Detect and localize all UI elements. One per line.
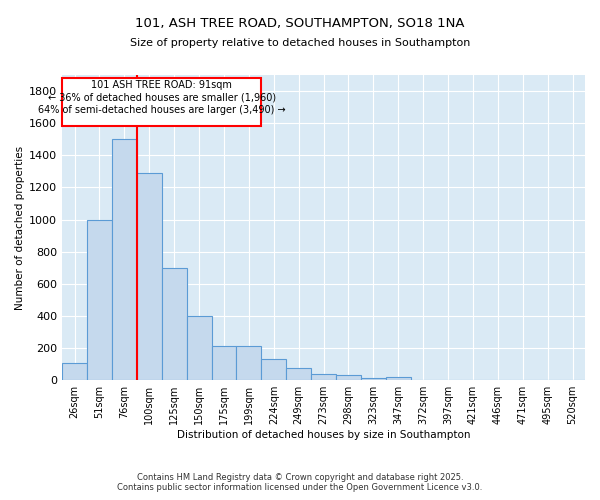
Bar: [187, 316, 212, 380]
Text: Contains HM Land Registry data © Crown copyright and database right 2025.
Contai: Contains HM Land Registry data © Crown c…: [118, 473, 482, 492]
Y-axis label: Number of detached properties: Number of detached properties: [15, 146, 25, 310]
Bar: [162, 268, 187, 380]
Bar: [236, 346, 262, 380]
Text: 101 ASH TREE ROAD: 91sqm: 101 ASH TREE ROAD: 91sqm: [91, 80, 232, 90]
Bar: [62, 362, 87, 380]
Text: ← 36% of detached houses are smaller (1,960): ← 36% of detached houses are smaller (1,…: [47, 92, 276, 102]
Bar: [87, 220, 112, 380]
Bar: [137, 173, 162, 380]
Bar: [262, 360, 286, 380]
X-axis label: Distribution of detached houses by size in Southampton: Distribution of detached houses by size …: [177, 430, 470, 440]
Bar: [212, 346, 236, 380]
Text: Size of property relative to detached houses in Southampton: Size of property relative to detached ho…: [130, 38, 470, 48]
Bar: [386, 377, 411, 380]
Bar: [336, 376, 361, 380]
Text: 64% of semi-detached houses are larger (3,490) →: 64% of semi-detached houses are larger (…: [38, 105, 286, 115]
Bar: [311, 374, 336, 380]
Bar: [62, 78, 262, 126]
Bar: [361, 378, 386, 380]
Bar: [112, 140, 137, 380]
Text: 101, ASH TREE ROAD, SOUTHAMPTON, SO18 1NA: 101, ASH TREE ROAD, SOUTHAMPTON, SO18 1N…: [135, 18, 465, 30]
Bar: [286, 368, 311, 380]
